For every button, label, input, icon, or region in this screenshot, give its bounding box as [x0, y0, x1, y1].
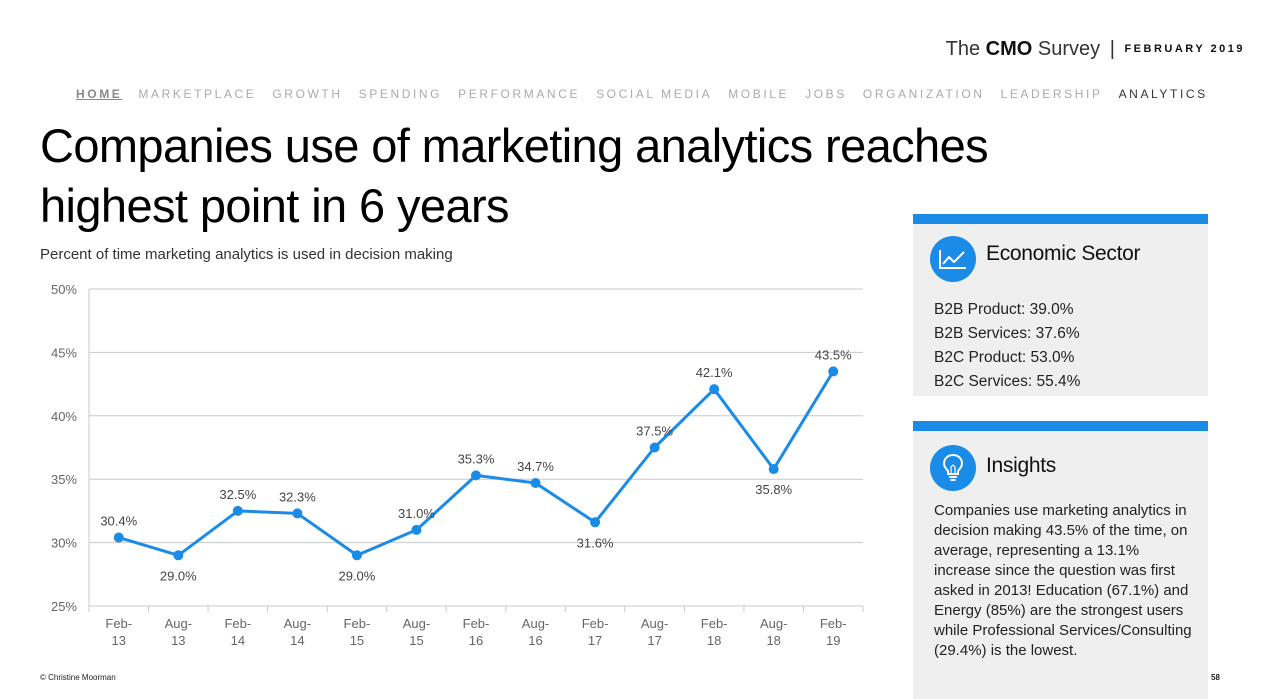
- data-label: 32.5%: [219, 487, 256, 502]
- data-label: 31.0%: [398, 506, 435, 521]
- data-point: [113, 532, 124, 543]
- data-label: 35.8%: [755, 482, 792, 497]
- list-item: B2B Services: 37.6%: [934, 325, 1080, 342]
- data-point: [173, 550, 184, 561]
- insights-panel: Insights Companies use marketing analyti…: [913, 421, 1208, 699]
- y-tick-label: 40%: [51, 409, 77, 424]
- x-tick-label: Feb-16: [463, 616, 490, 648]
- x-tick-label: Aug-16: [522, 616, 549, 648]
- nav-item-marketplace[interactable]: MARKETPLACE: [138, 87, 257, 101]
- insights-text: Companies use marketing analytics in dec…: [934, 502, 1192, 659]
- nav-item-jobs[interactable]: JOBS: [805, 87, 847, 101]
- x-tick-label: Feb-18: [701, 616, 728, 648]
- economic-sector-panel: Economic Sector B2B Product: 39.0% B2B S…: [913, 214, 1208, 396]
- x-tick-label: Feb-13: [105, 616, 132, 648]
- insights-heading: Insights: [986, 454, 1056, 477]
- data-label: 43.5%: [815, 347, 852, 362]
- data-label: 35.3%: [458, 451, 495, 466]
- x-tick-label: Feb-17: [582, 616, 609, 648]
- data-point: [768, 464, 779, 475]
- x-tick-label: Feb-14: [224, 616, 251, 648]
- x-tick-label: Aug-14: [284, 616, 311, 648]
- brand-cmo: CMO: [985, 38, 1033, 60]
- list-item: B2C Product: 53.0%: [934, 349, 1075, 366]
- data-point: [471, 470, 481, 481]
- brand-separator: |: [1109, 38, 1115, 60]
- line-chart: 25% 30% 35% 40% 45% 50% Feb-13 Aug-13 Feb-14 Aug-…: [51, 282, 864, 648]
- footer-credit: © Christine Moorman: [40, 673, 116, 682]
- nav-item-spending[interactable]: SPENDING: [358, 87, 443, 101]
- sector-heading: Economic Sector: [986, 242, 1141, 265]
- data-point: [292, 508, 303, 519]
- nav-item-organization[interactable]: ORGANIZATION: [862, 87, 985, 101]
- top-navigation: HOME MARKETPLACE GROWTH SPENDING PERFORM…: [76, 87, 1224, 101]
- data-point: [530, 478, 541, 489]
- nav-item-performance[interactable]: PERFORMANCE: [458, 87, 581, 101]
- x-tick-label: Aug-15: [403, 616, 430, 648]
- data-label: 37.5%: [636, 424, 673, 439]
- chart-subtitle: Percent of time marketing analytics is u…: [40, 246, 453, 263]
- data-label: 42.1%: [696, 365, 733, 380]
- data-label: 31.6%: [577, 535, 614, 550]
- nav-item-mobile[interactable]: MOBILE: [728, 87, 790, 101]
- y-tick-label: 35%: [51, 472, 77, 487]
- y-tick-label: 25%: [51, 599, 77, 614]
- nav-item-leadership[interactable]: LEADERSHIP: [1000, 87, 1103, 101]
- y-tick-label: 30%: [51, 536, 77, 551]
- x-tick-label: Aug-17: [641, 616, 668, 648]
- data-point: [590, 517, 601, 528]
- list-item: B2B Product: 39.0%: [934, 301, 1074, 318]
- data-point: [709, 384, 720, 395]
- nav-item-social-media[interactable]: SOCIAL MEDIA: [596, 87, 713, 101]
- data-point: [411, 524, 422, 535]
- data-point: [351, 550, 362, 561]
- list-item: B2C Services: 55.4%: [934, 373, 1081, 390]
- data-point: [828, 366, 839, 377]
- brand-survey: Survey: [1037, 38, 1101, 60]
- data-label: 29.0%: [338, 568, 375, 583]
- x-tick-label: Feb-15: [344, 616, 371, 648]
- nav-item-analytics[interactable]: ANALYTICS: [1118, 87, 1208, 101]
- x-tick-label: Aug-18: [760, 616, 787, 648]
- nav-item-home[interactable]: HOME: [76, 87, 123, 101]
- brand-logo: The CMO Survey | FEBRUARY 2019: [946, 38, 1245, 61]
- brand-month: FEBRUARY 2019: [1124, 43, 1245, 55]
- brand-the: The: [945, 38, 981, 60]
- line-chart-icon: [930, 236, 976, 282]
- x-tick-label: Feb-19: [820, 616, 847, 648]
- y-tick-label: 50%: [51, 282, 77, 297]
- data-point: [232, 505, 243, 516]
- x-tick-label: Aug-13: [165, 616, 192, 648]
- data-label: 29.0%: [160, 568, 197, 583]
- data-label: 30.4%: [100, 514, 137, 529]
- data-label: 32.3%: [279, 489, 316, 504]
- sector-list: B2B Product: 39.0% B2B Services: 37.6% B…: [934, 298, 1080, 394]
- y-tick-label: 45%: [51, 345, 77, 360]
- data-point: [649, 442, 660, 453]
- nav-item-growth[interactable]: GROWTH: [272, 87, 343, 101]
- lightbulb-icon: [930, 445, 976, 491]
- page-title: Companies use of marketing analytics rea…: [40, 119, 989, 232]
- data-label: 34.7%: [517, 459, 554, 474]
- page-number: 58: [1211, 673, 1220, 682]
